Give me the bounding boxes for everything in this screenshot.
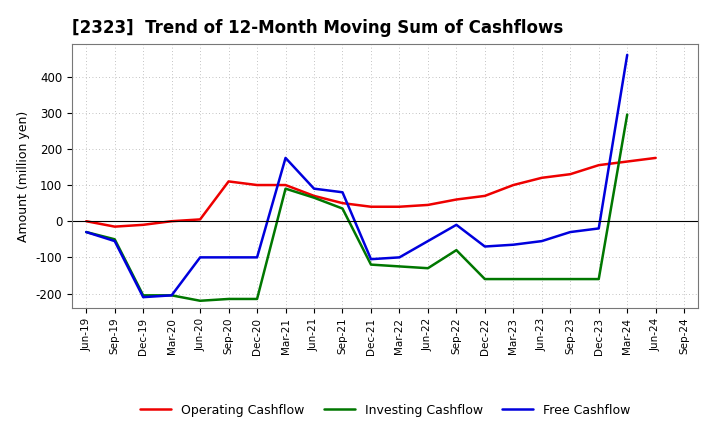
Investing Cashflow	[338, 206, 347, 211]
Operating Cashflow	[652, 155, 660, 161]
Investing Cashflow	[452, 247, 461, 253]
Operating Cashflow	[423, 202, 432, 208]
Operating Cashflow	[282, 183, 290, 188]
Investing Cashflow	[282, 186, 290, 191]
Operating Cashflow	[82, 219, 91, 224]
Operating Cashflow	[537, 175, 546, 180]
Free Cashflow	[82, 229, 91, 235]
Free Cashflow	[366, 257, 375, 262]
Investing Cashflow	[225, 296, 233, 301]
Free Cashflow	[253, 255, 261, 260]
Operating Cashflow	[196, 217, 204, 222]
Investing Cashflow	[167, 293, 176, 298]
Investing Cashflow	[253, 296, 261, 301]
Free Cashflow	[310, 186, 318, 191]
Free Cashflow	[595, 226, 603, 231]
Operating Cashflow	[395, 204, 404, 209]
Free Cashflow	[338, 190, 347, 195]
Line: Operating Cashflow: Operating Cashflow	[86, 158, 656, 227]
Free Cashflow	[196, 255, 204, 260]
Legend: Operating Cashflow, Investing Cashflow, Free Cashflow: Operating Cashflow, Investing Cashflow, …	[135, 399, 635, 422]
Free Cashflow	[282, 155, 290, 161]
Investing Cashflow	[623, 112, 631, 117]
Investing Cashflow	[566, 276, 575, 282]
Operating Cashflow	[509, 183, 518, 188]
Operating Cashflow	[366, 204, 375, 209]
Free Cashflow	[139, 294, 148, 300]
Y-axis label: Amount (million yen): Amount (million yen)	[17, 110, 30, 242]
Investing Cashflow	[480, 276, 489, 282]
Investing Cashflow	[509, 276, 518, 282]
Operating Cashflow	[623, 159, 631, 164]
Operating Cashflow	[167, 219, 176, 224]
Free Cashflow	[566, 229, 575, 235]
Investing Cashflow	[139, 293, 148, 298]
Investing Cashflow	[310, 195, 318, 200]
Free Cashflow	[480, 244, 489, 249]
Investing Cashflow	[395, 264, 404, 269]
Operating Cashflow	[310, 193, 318, 198]
Investing Cashflow	[366, 262, 375, 267]
Operating Cashflow	[253, 183, 261, 188]
Investing Cashflow	[82, 229, 91, 235]
Text: [2323]  Trend of 12-Month Moving Sum of Cashflows: [2323] Trend of 12-Month Moving Sum of C…	[72, 19, 563, 37]
Free Cashflow	[395, 255, 404, 260]
Operating Cashflow	[480, 193, 489, 198]
Operating Cashflow	[110, 224, 119, 229]
Free Cashflow	[537, 238, 546, 244]
Free Cashflow	[423, 238, 432, 244]
Operating Cashflow	[225, 179, 233, 184]
Investing Cashflow	[423, 266, 432, 271]
Investing Cashflow	[537, 276, 546, 282]
Operating Cashflow	[452, 197, 461, 202]
Free Cashflow	[452, 222, 461, 227]
Investing Cashflow	[110, 237, 119, 242]
Free Cashflow	[110, 238, 119, 244]
Investing Cashflow	[196, 298, 204, 304]
Investing Cashflow	[595, 276, 603, 282]
Free Cashflow	[225, 255, 233, 260]
Operating Cashflow	[566, 172, 575, 177]
Free Cashflow	[623, 52, 631, 58]
Line: Investing Cashflow: Investing Cashflow	[86, 114, 627, 301]
Operating Cashflow	[595, 162, 603, 168]
Operating Cashflow	[139, 222, 148, 227]
Free Cashflow	[167, 293, 176, 298]
Free Cashflow	[509, 242, 518, 247]
Operating Cashflow	[338, 201, 347, 206]
Line: Free Cashflow: Free Cashflow	[86, 55, 627, 297]
